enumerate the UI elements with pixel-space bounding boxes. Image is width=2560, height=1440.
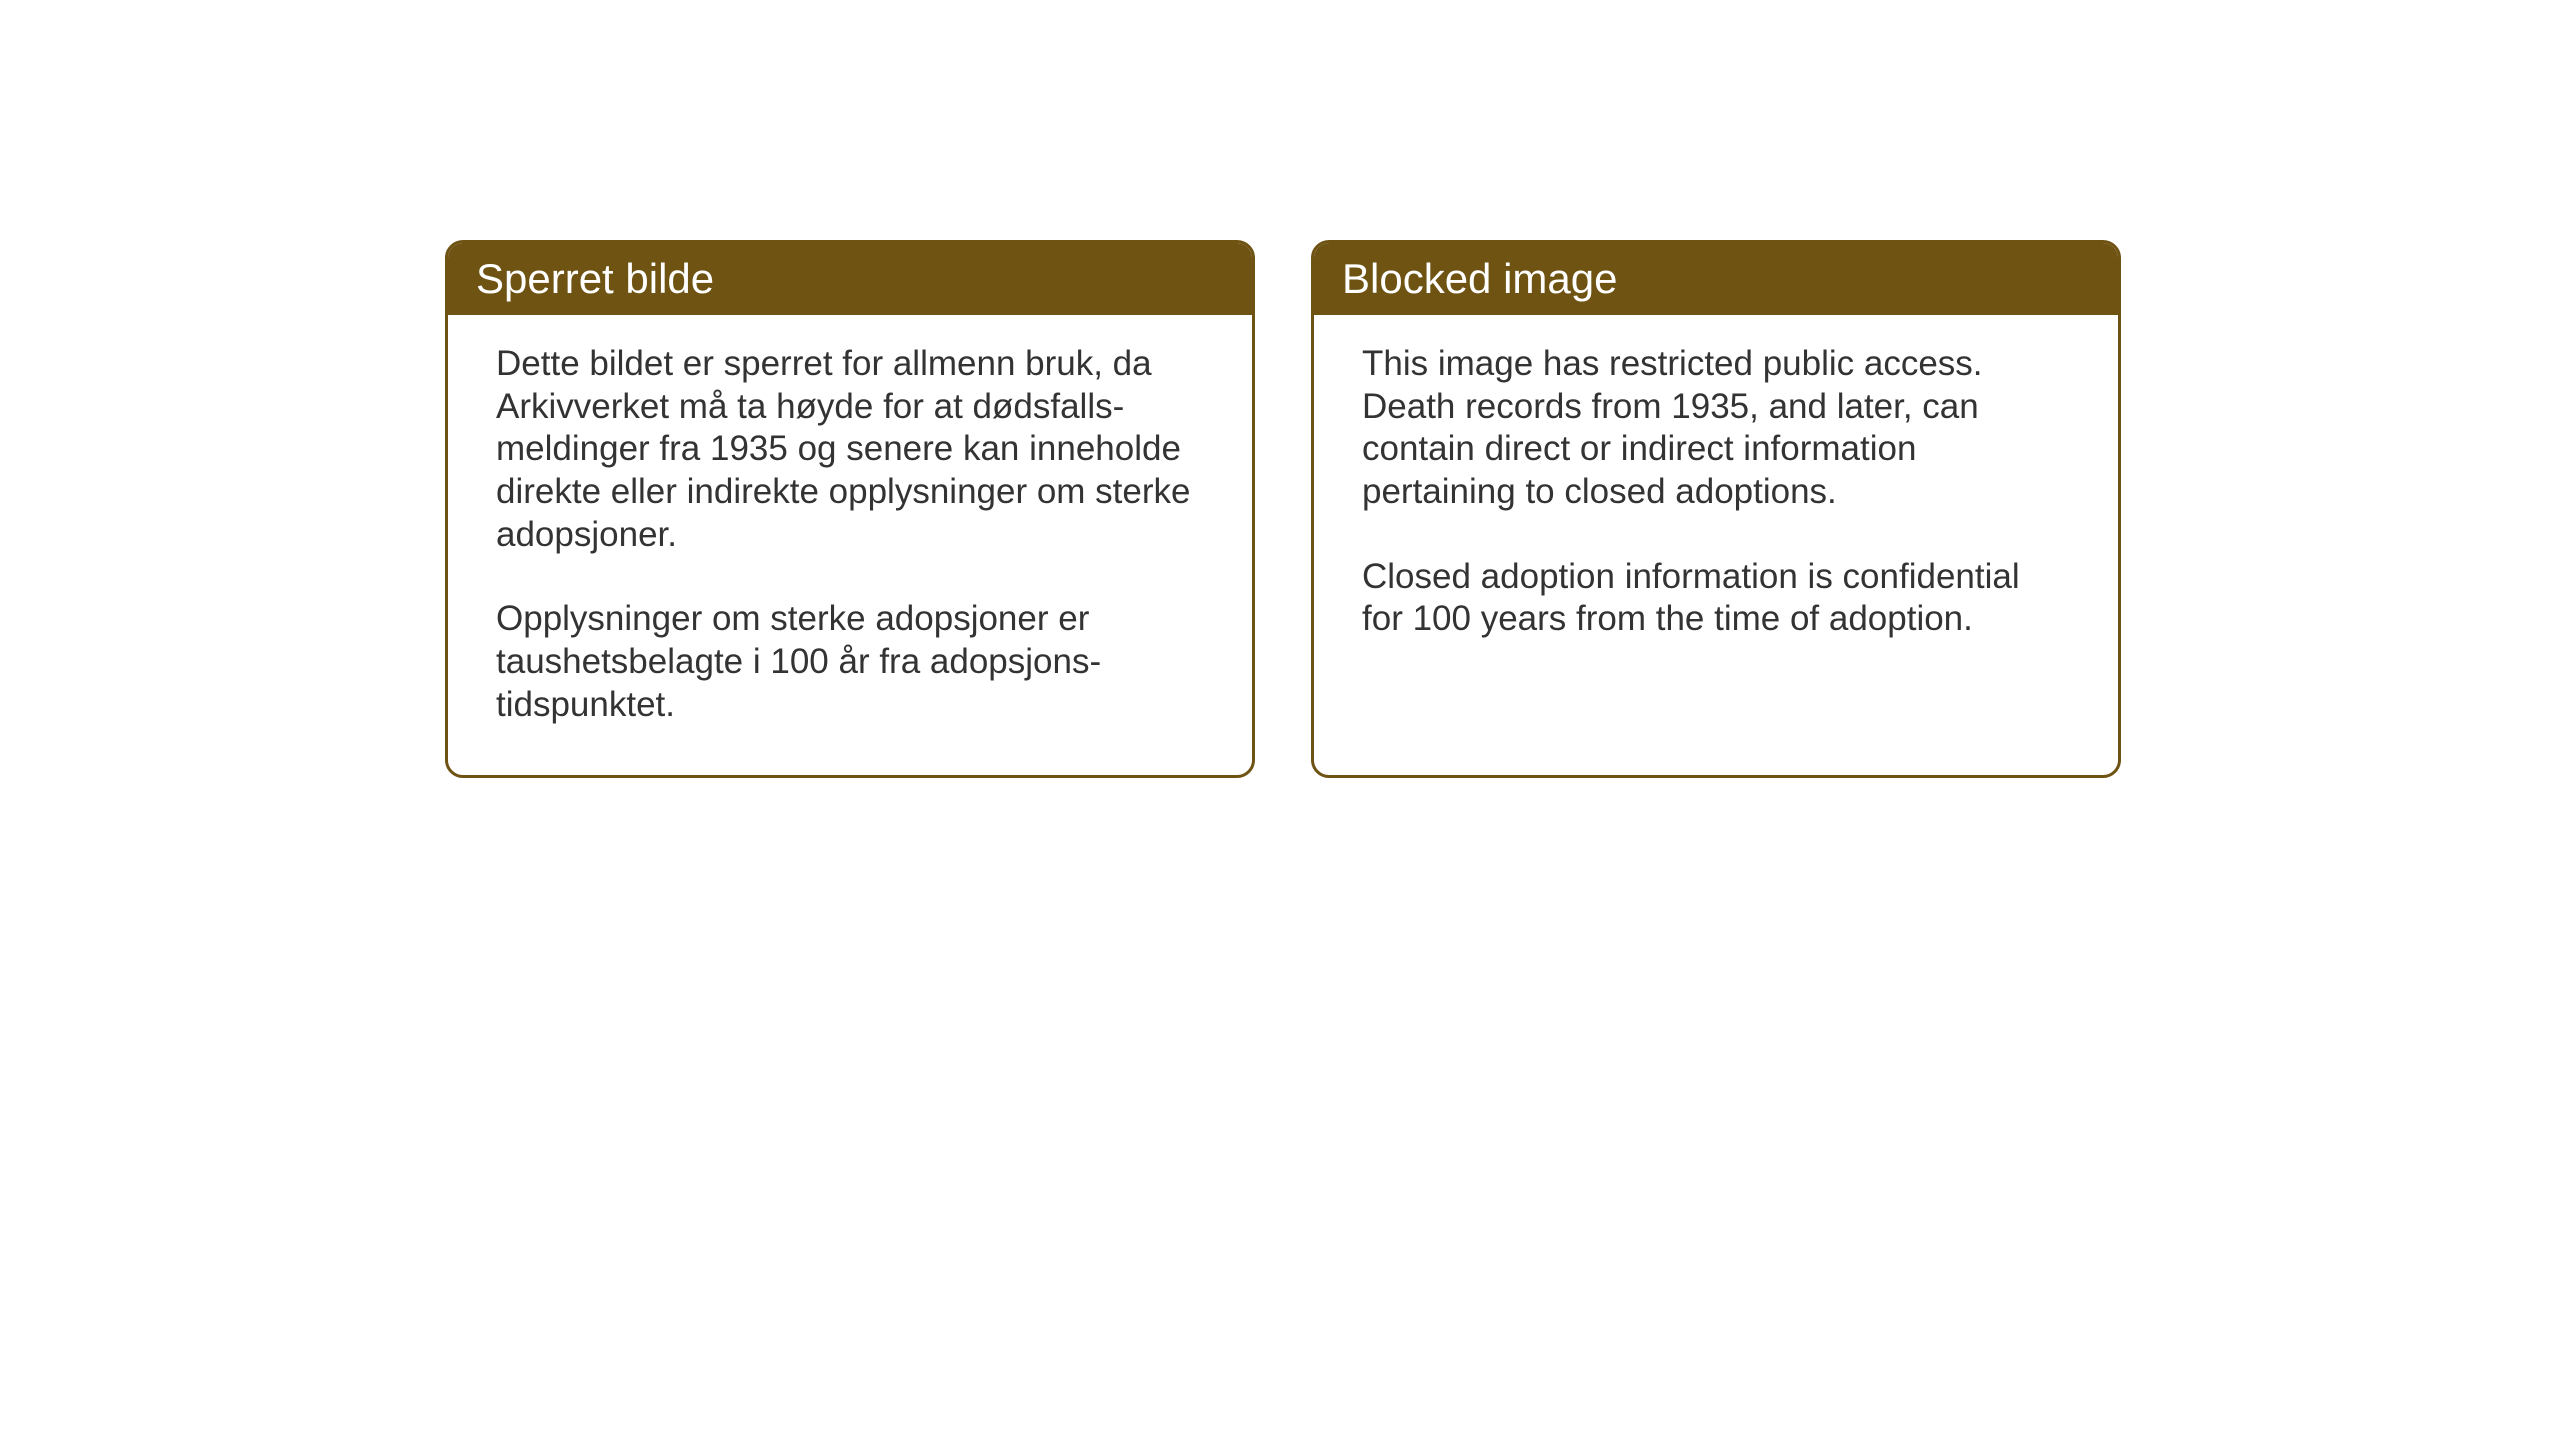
english-paragraph-1: This image has restricted public access.… <box>1362 343 2070 514</box>
norwegian-card: Sperret bilde Dette bildet er sperret fo… <box>445 240 1255 778</box>
english-paragraph-2: Closed adoption information is confident… <box>1362 556 2070 641</box>
norwegian-card-body: Dette bildet er sperret for allmenn bruk… <box>448 315 1252 775</box>
notice-container: Sperret bilde Dette bildet er sperret fo… <box>445 240 2121 778</box>
norwegian-paragraph-2: Opplysninger om sterke adopsjoner er tau… <box>496 598 1204 726</box>
english-card-title: Blocked image <box>1314 243 2118 315</box>
norwegian-paragraph-1: Dette bildet er sperret for allmenn bruk… <box>496 343 1204 556</box>
english-card: Blocked image This image has restricted … <box>1311 240 2121 778</box>
norwegian-card-title: Sperret bilde <box>448 243 1252 315</box>
english-card-body: This image has restricted public access.… <box>1314 315 2118 689</box>
